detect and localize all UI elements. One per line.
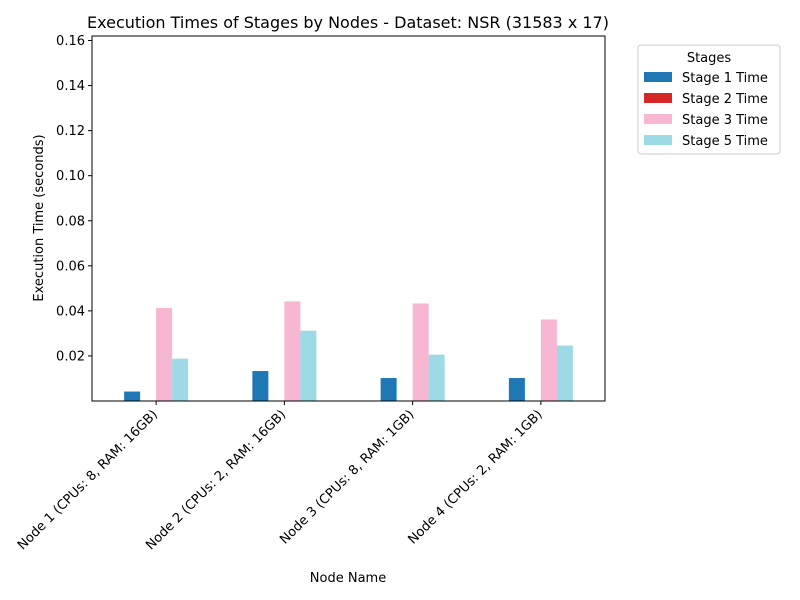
y-tick-label-1: 0.02 xyxy=(56,349,85,364)
legend-label-4: Stage 5 Time xyxy=(682,134,768,149)
bar-3-3 xyxy=(412,303,429,401)
legend-swatch-2 xyxy=(644,93,672,103)
y-tick-label-7: 0.14 xyxy=(56,79,85,94)
x-tick-label-3: Node 3 (CPUs: 8, RAM: 1GB) xyxy=(277,407,417,547)
legend-title: Stages xyxy=(687,51,732,66)
bar-1-3 xyxy=(380,378,397,401)
legend-swatch-1 xyxy=(644,72,672,82)
y-tick-label-3: 0.06 xyxy=(56,259,85,274)
legend-label-1: Stage 1 Time xyxy=(682,71,768,86)
y-tick-label-8: 0.16 xyxy=(56,34,85,49)
plot-frame xyxy=(91,35,606,402)
bar-3-4 xyxy=(540,319,557,401)
legend-swatch-3 xyxy=(644,114,672,124)
x-tick-label-2: Node 2 (CPUs: 2, RAM: 16GB) xyxy=(143,407,289,553)
bar-4-3 xyxy=(428,354,445,401)
y-tick-label-5: 0.10 xyxy=(56,169,85,184)
bar-1-2 xyxy=(252,371,269,401)
legend-label-2: Stage 2 Time xyxy=(682,92,768,107)
x-tick-label-4: Node 4 (CPUs: 2, RAM: 1GB) xyxy=(406,407,546,547)
bar-3-2 xyxy=(284,301,301,401)
bar-1-4 xyxy=(508,378,525,401)
legend: Stages Stage 1 Time Stage 2 Time Stage 3 Ti… xyxy=(637,44,781,155)
bar-1-1 xyxy=(124,391,141,401)
plot-area: 0.02 0.04 0.06 0.08 0.10 0.12 0.14 0.16 Node 1 (… xyxy=(15,34,606,553)
y-axis-label: Execution Time (seconds) xyxy=(32,134,47,301)
bar-3-1 xyxy=(156,307,173,401)
legend-label-3: Stage 3 Time xyxy=(682,113,768,128)
bar-4-4 xyxy=(556,345,573,401)
bar-4-1 xyxy=(172,358,189,401)
bar-4-2 xyxy=(300,330,317,401)
y-tick-label-2: 0.04 xyxy=(56,304,85,319)
chart-title: Execution Times of Stages by Nodes - Dat… xyxy=(87,13,609,32)
y-tick-label-6: 0.12 xyxy=(56,124,85,139)
legend-box xyxy=(637,44,781,155)
x-tick-label-1: Node 1 (CPUs: 8, RAM: 16GB) xyxy=(15,407,161,553)
y-tick-label-4: 0.08 xyxy=(56,214,85,229)
legend-swatch-4 xyxy=(644,135,672,145)
x-axis-label: Node Name xyxy=(310,571,386,586)
